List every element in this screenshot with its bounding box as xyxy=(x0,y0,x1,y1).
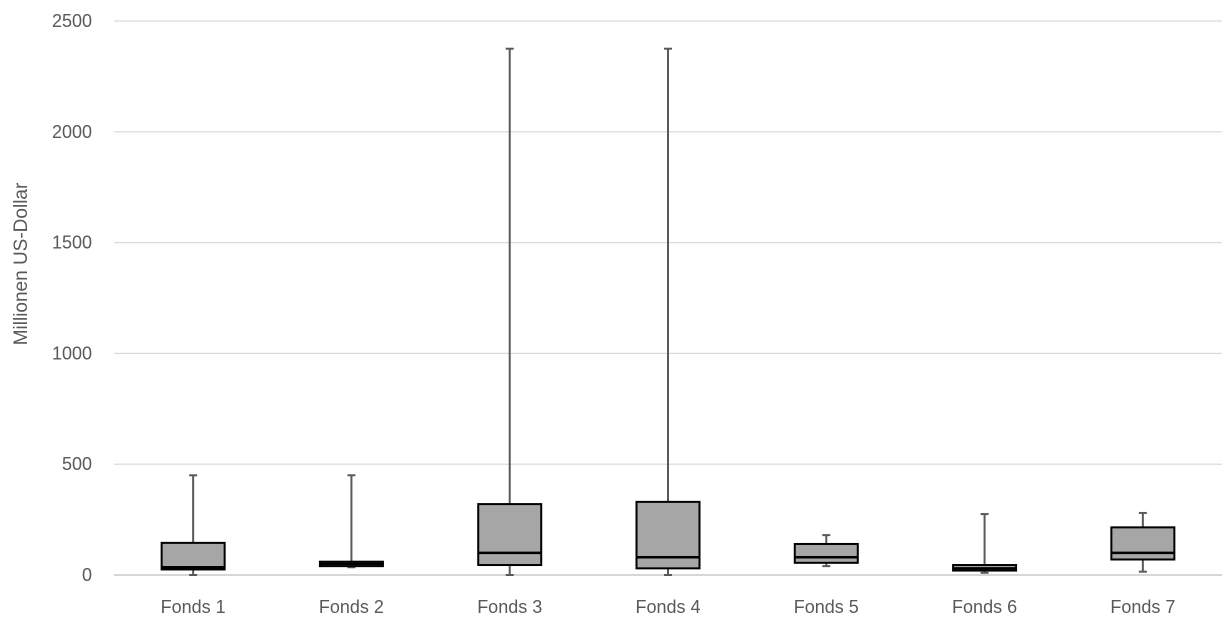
y-tick-label: 2500 xyxy=(52,11,92,31)
box-group xyxy=(160,474,226,576)
boxes xyxy=(160,47,1176,576)
box-iqr xyxy=(160,541,226,571)
box-iqr xyxy=(477,503,543,567)
box-iqr xyxy=(1110,526,1176,561)
y-axis-title: Millionen US-Dollar xyxy=(11,182,32,345)
box-group xyxy=(635,47,701,576)
box-iqr xyxy=(793,542,859,564)
y-tick-label: 0 xyxy=(82,565,92,585)
x-tick-label: Fonds 4 xyxy=(635,597,700,617)
x-tick-label: Fonds 5 xyxy=(794,597,859,617)
y-tick-label: 2000 xyxy=(52,122,92,142)
box-group xyxy=(793,534,859,568)
box-group xyxy=(318,474,384,569)
box-group xyxy=(477,47,543,576)
x-tick-label: Fonds 7 xyxy=(1110,597,1175,617)
x-tick-label: Fonds 3 xyxy=(477,597,542,617)
x-tick-label: Fonds 1 xyxy=(161,597,226,617)
x-tick-label: Fonds 2 xyxy=(319,597,384,617)
box-group xyxy=(952,513,1018,574)
x-tick-label: Fonds 6 xyxy=(952,597,1017,617)
y-tick-label: 500 xyxy=(62,454,92,474)
y-tick-label: 1500 xyxy=(52,233,92,253)
y-axis-ticks: 0 500 1000 1500 2000 2500 xyxy=(52,11,92,585)
box-group xyxy=(1110,511,1176,573)
x-axis-ticks: Fonds 1 Fonds 2 Fonds 3 Fonds 4 Fonds 5 Fonds… xyxy=(161,597,1176,617)
y-tick-label: 1000 xyxy=(52,343,92,363)
